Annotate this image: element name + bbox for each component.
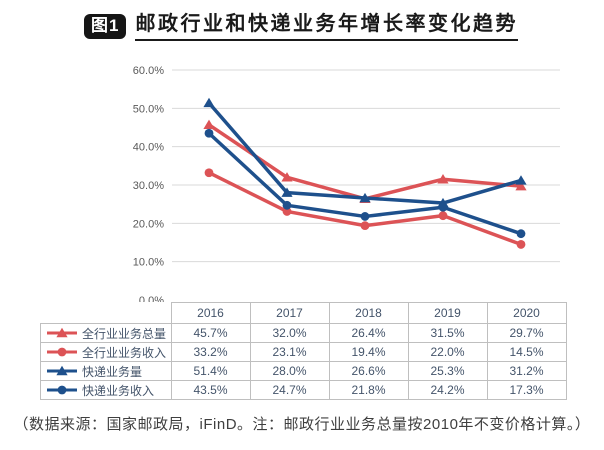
year-header-cell: 2020 <box>486 302 567 324</box>
value-cell: 24.2% <box>407 380 488 400</box>
value-cell: 45.7% <box>170 323 251 343</box>
legend-cell: 快递业务量 <box>40 361 172 381</box>
value-cell: 22.0% <box>407 342 488 362</box>
legend-label: 全行业业务收入 <box>82 345 167 360</box>
table-row: 全行业业务收入 33.2% 23.1% 19.4% 22.0% 14.5% <box>40 342 567 362</box>
value-cell: 29.7% <box>486 323 567 343</box>
legend-line-triangle-icon <box>47 365 77 376</box>
series-line <box>208 123 522 201</box>
legend-label: 全行业业务总量 <box>82 326 167 341</box>
data-point-marker <box>516 229 526 239</box>
legend-line-triangle-icon <box>47 327 77 338</box>
data-point-marker <box>282 200 292 210</box>
legend-marker-icon <box>56 327 68 338</box>
value-cell: 33.2% <box>170 342 251 362</box>
value-cell: 31.5% <box>407 323 488 343</box>
table-row: 快递业务量 51.4% 28.0% 26.6% 25.3% 31.2% <box>40 361 567 381</box>
table-row: 全行业业务总量 45.7% 32.0% 26.4% 31.5% 29.7% <box>40 323 567 343</box>
source-note: （数据来源：国家邮政局，iFinD。注：邮政行业业务总量按2010年不变价格计算… <box>13 416 591 433</box>
data-point-marker <box>438 202 448 212</box>
figure-label-badge: 图1 <box>84 13 127 40</box>
table-corner-cell <box>41 303 172 324</box>
data-point-marker <box>204 168 214 178</box>
year-header-cell: 2018 <box>328 302 409 324</box>
figure-title: 邮政行业和快递业务年增长率变化趋势 <box>135 12 518 41</box>
year-header-cell: 2019 <box>407 302 488 324</box>
value-cell: 26.6% <box>328 361 409 381</box>
value-cell: 28.0% <box>249 361 330 381</box>
value-cell: 23.1% <box>249 342 330 362</box>
y-axis-tick-label: 30.0% <box>133 180 164 192</box>
data-point-marker <box>515 175 527 185</box>
data-point-marker <box>516 240 526 249</box>
y-axis-tick-label: 50.0% <box>133 103 164 115</box>
value-cell: 14.5% <box>486 342 567 362</box>
data-point-marker <box>203 119 215 130</box>
value-cell: 31.2% <box>486 361 567 381</box>
series-line <box>207 101 522 205</box>
data-point-marker <box>281 172 293 182</box>
legend-marker-icon <box>57 385 67 395</box>
data-point-marker <box>281 187 293 197</box>
year-header-cell: 2017 <box>249 302 330 324</box>
value-cell: 25.3% <box>407 361 488 381</box>
value-cell: 17.3% <box>486 380 567 400</box>
data-point-marker <box>360 221 370 231</box>
value-cell: 51.4% <box>170 361 251 381</box>
y-axis-tick-label: 20.0% <box>133 218 164 230</box>
y-axis-tick-label: 60.0% <box>133 65 164 77</box>
legend-label: 快递业务量 <box>82 364 143 379</box>
y-axis-tick-label: 40.0% <box>133 142 164 154</box>
data-point-marker <box>204 128 214 138</box>
legend-cell: 快递业务收入 <box>40 380 172 400</box>
year-header-cell: 2016 <box>170 302 251 324</box>
value-cell: 32.0% <box>249 323 330 343</box>
chart-data-table: 2016 2017 2018 2019 2020 全行业业务总量 45.7% 32.0% 26.… <box>40 302 567 400</box>
legend-cell: 全行业业务总量 <box>40 323 172 343</box>
value-cell: 21.8% <box>328 380 409 400</box>
data-point-marker <box>282 207 292 216</box>
y-axis-tick-label: 0.0% <box>139 295 164 302</box>
value-cell: 26.4% <box>328 323 409 343</box>
legend-label: 快递业务收入 <box>82 383 155 398</box>
legend-cell: 全行业业务收入 <box>40 342 172 362</box>
growth-rate-line-chart: 0.0% 10.0% 20.0% 30.0% 40.0% 50.0% 60.0% <box>133 65 560 302</box>
legend-marker-icon <box>57 347 67 357</box>
legend-line-circle-icon <box>47 385 77 395</box>
legend-line-circle-icon <box>47 347 77 357</box>
legend-marker-icon <box>56 365 68 376</box>
data-point-marker <box>359 192 371 203</box>
value-cell: 24.7% <box>249 380 330 400</box>
y-axis-tick-label: 10.0% <box>133 257 164 269</box>
data-point-marker <box>515 180 527 191</box>
figure-header: 图1 邮政行业和快递业务年增长率变化趋势 <box>84 12 518 41</box>
data-point-marker <box>360 212 370 221</box>
data-point-marker <box>203 97 215 108</box>
data-point-marker <box>437 174 449 184</box>
value-cell: 43.5% <box>170 380 251 400</box>
data-point-marker <box>438 211 448 221</box>
table-row: 快递业务收入 43.5% 24.7% 21.8% 24.2% 17.3% <box>40 380 567 400</box>
value-cell: 19.4% <box>328 342 409 362</box>
